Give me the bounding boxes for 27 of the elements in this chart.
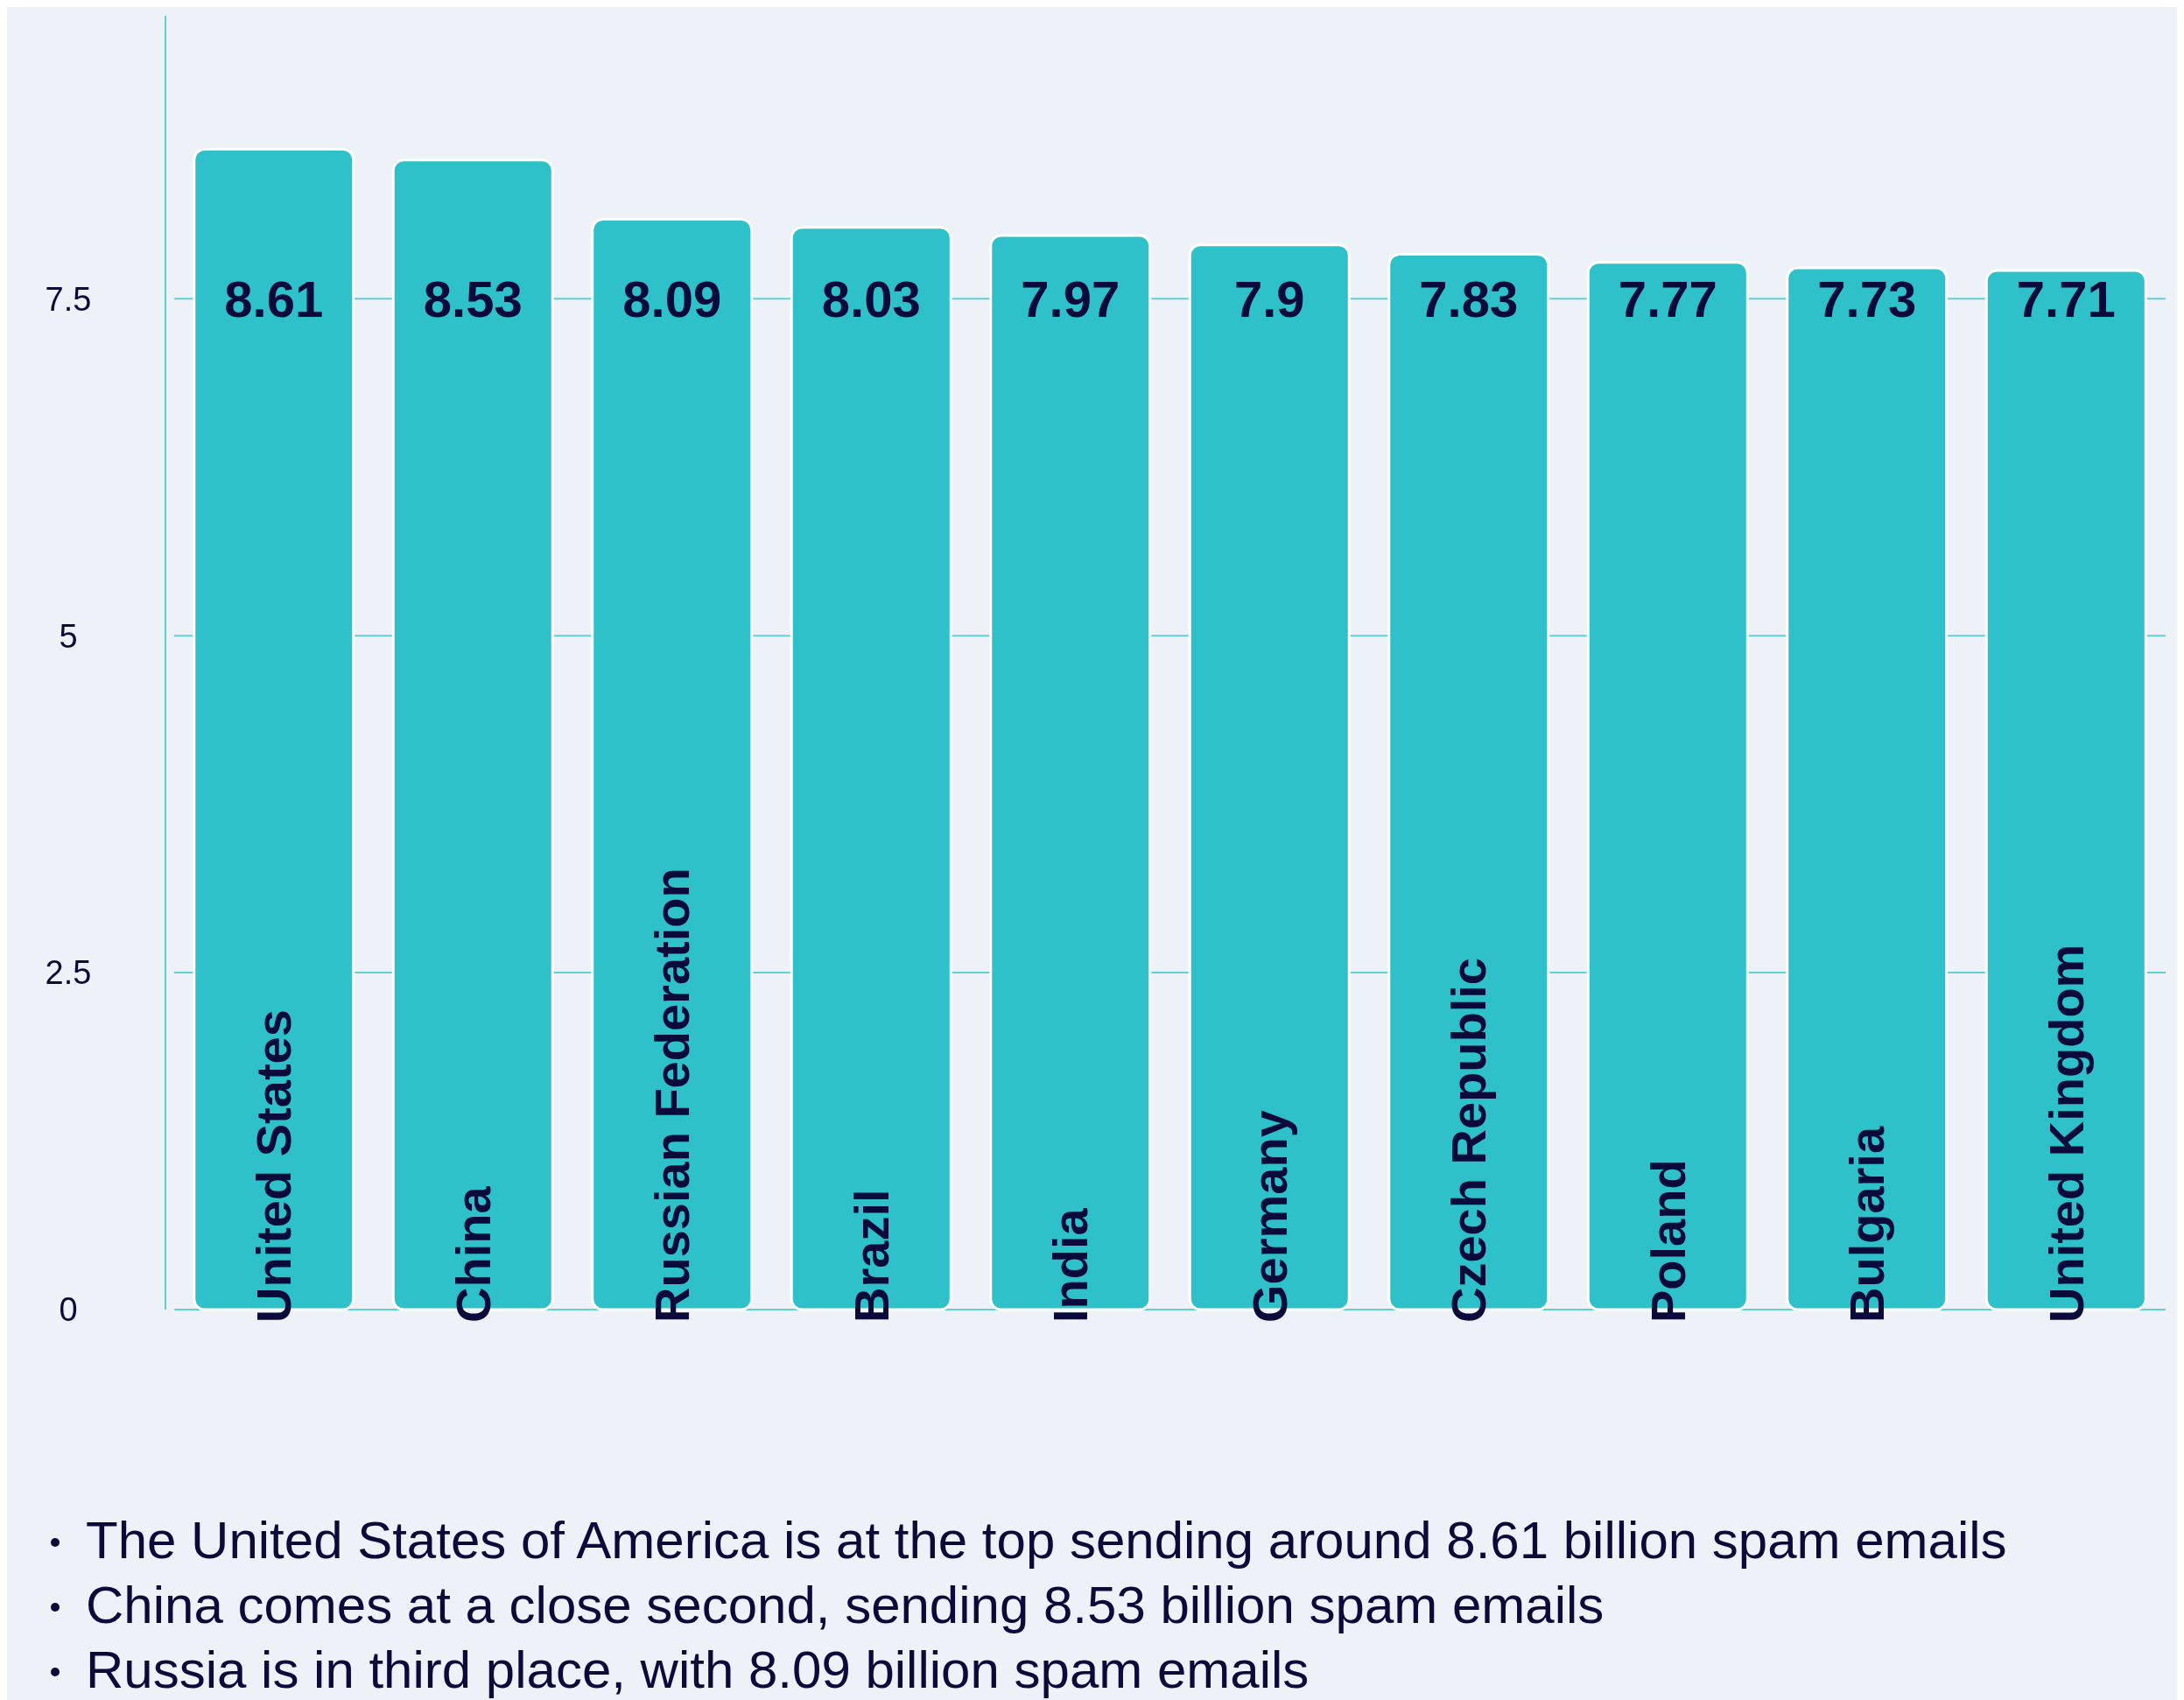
data-label: 8.03 [821,270,921,327]
data-label: 7.77 [1618,270,1717,327]
data-label: 7.97 [1021,270,1120,327]
data-label: 8.61 [224,270,324,327]
data-label: 7.71 [2016,270,2116,327]
data-label: 7.9 [1233,270,1305,327]
data-label: 8.09 [622,270,722,327]
y-tick-label: 2.5 [45,954,92,992]
data-label: 8.53 [423,270,523,327]
x-tick-label: Germany [1241,1110,1297,1323]
x-tick-label: China [445,1185,501,1323]
x-tick-label: Bulgaria [1839,1126,1895,1323]
x-tick-label: United States [246,1009,302,1323]
data-label: 7.73 [1817,270,1917,327]
y-tick-label: 7.5 [45,280,92,318]
text: The United States of America is at the top sending around 8.61 billion spam emails [86,1511,2007,1570]
text: China comes at a close second, sending 8.53 billion spam emails [86,1576,1605,1634]
x-tick-label: Poland [1640,1159,1696,1323]
x-tick-label: India [1043,1207,1099,1323]
text: Russia is in third place, with 8.09 billion spam emails [86,1640,1310,1699]
x-tick-label: Czech Republic [1441,958,1497,1323]
x-tick-label: Brazil [843,1189,899,1323]
x-tick-label: Russian Federation [644,868,700,1323]
data-label: 7.83 [1419,270,1519,327]
y-tick-label: 5 [59,617,78,655]
y-tick-label: 0 [59,1291,78,1329]
x-tick-label: United Kingdom [2038,944,2094,1323]
